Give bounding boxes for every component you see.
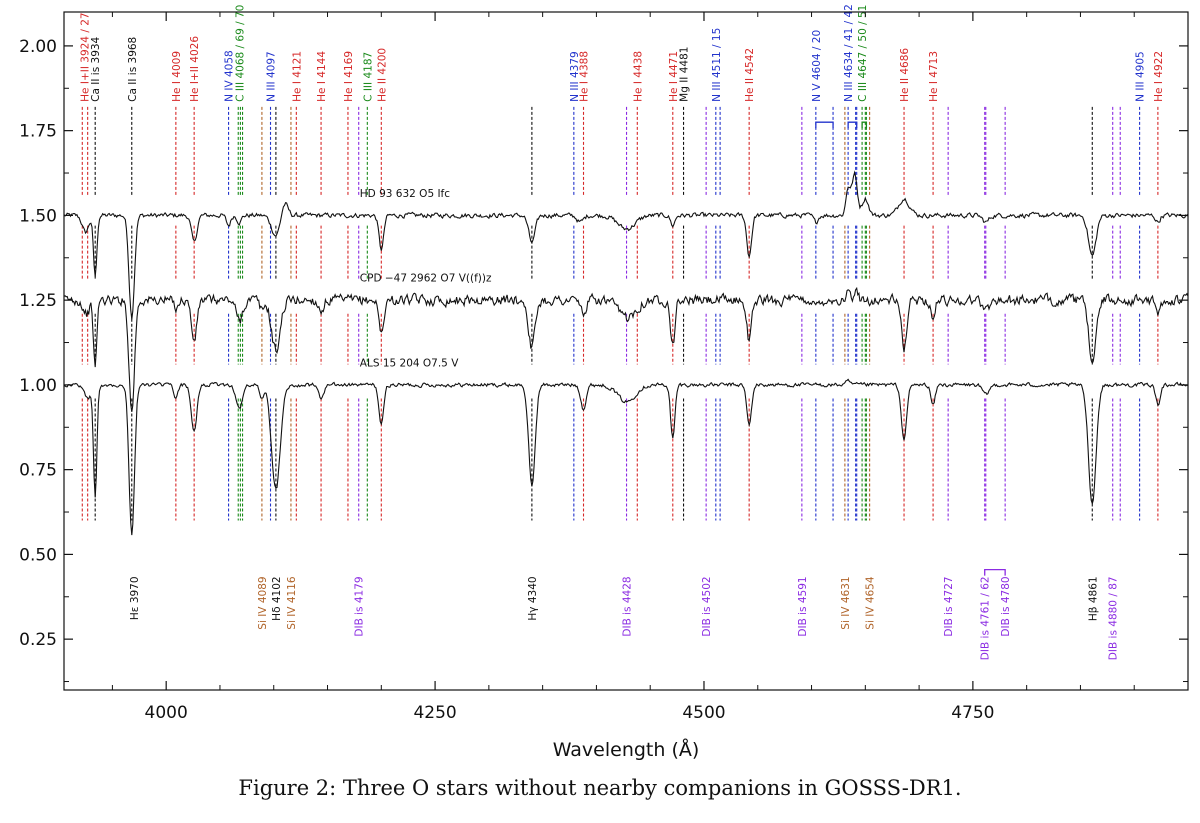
spectrum-line bbox=[63, 378, 1189, 536]
top-line-label: Ca II is 3968 bbox=[127, 37, 139, 102]
bottom-line-label: Si IV 4654 bbox=[865, 576, 877, 630]
top-line-label: N III 4379 bbox=[569, 51, 581, 102]
top-line-label: He I 4169 bbox=[343, 51, 355, 102]
bottom-line-label: Hδ 4102 bbox=[271, 576, 283, 620]
top-line-label: He II 4686 bbox=[899, 48, 911, 102]
top-line-label: He I 4713 bbox=[928, 51, 940, 102]
top-line-label: He I 4922 bbox=[1153, 51, 1165, 102]
bottom-line-label: DIB is 4727 bbox=[943, 576, 955, 636]
top-line-label: He I+II 3924 / 27 bbox=[79, 12, 91, 101]
top-line-label: He I 4009 bbox=[171, 51, 183, 102]
axis-layer: 4000 4250 4500 4750 0.25 0.50 0.75 1.00 1.25 1.50… bbox=[19, 12, 1189, 723]
top-line-label: Mg II 4481 bbox=[679, 47, 691, 102]
label-bracket bbox=[984, 569, 1006, 576]
top-line-label: He I 4388 bbox=[579, 51, 591, 102]
label-bracket bbox=[815, 121, 834, 129]
top-line-label: He I 4144 bbox=[316, 51, 328, 102]
top-line-label: N III 4511 / 15 bbox=[711, 28, 723, 102]
bottom-line-label: DIB is 4179 bbox=[354, 576, 366, 636]
star-label: CPD −47 2962 O7 V((f))z bbox=[360, 273, 492, 285]
y-tick-label: 0.25 bbox=[19, 630, 57, 650]
y-tick-label: 0.75 bbox=[19, 461, 57, 481]
bottom-line-label: DIB is 4502 bbox=[701, 576, 713, 636]
top-line-label: N III 4905 bbox=[1135, 51, 1147, 102]
top-line-label: C III 4068 / 69 / 70 bbox=[234, 5, 246, 102]
x-axis-title: Wavelength (Å) bbox=[553, 738, 700, 761]
top-line-label: N IV 4058 bbox=[224, 50, 236, 102]
bracket-layer bbox=[815, 121, 1006, 576]
star-label-layer: HD 93 632 O5 Ifc CPD −47 2962 O7 V((f))z A… bbox=[360, 188, 492, 370]
bottom-line-label: DIB is 4761 / 62 bbox=[980, 576, 992, 660]
top-line-label: N V 4604 / 20 bbox=[811, 30, 823, 102]
bottom-line-label: DIB is 4428 bbox=[622, 576, 634, 636]
label-bracket bbox=[861, 121, 868, 129]
top-line-label: He I+II 4026 bbox=[189, 36, 201, 102]
bottom-line-label: Si IV 4116 bbox=[286, 576, 298, 630]
bottom-line-label: Si IV 4089 bbox=[257, 576, 269, 629]
y-tick-label: 0.50 bbox=[19, 545, 57, 565]
x-tick-label: 4750 bbox=[951, 703, 994, 723]
bottom-line-label: Hβ 4861 bbox=[1087, 576, 1099, 621]
y-tick-label: 1.75 bbox=[19, 122, 57, 142]
line-marker-layer bbox=[81, 106, 1159, 521]
plot-frame bbox=[63, 11, 1189, 691]
top-line-label: He I 4438 bbox=[632, 51, 644, 102]
bottom-line-label: DIB is 4880 / 87 bbox=[1108, 576, 1120, 660]
star-label: HD 93 632 O5 Ifc bbox=[360, 188, 450, 200]
top-line-label: He I 4471 bbox=[668, 51, 680, 102]
top-line-label: He I 4121 bbox=[291, 51, 303, 102]
top-line-label: N III 4097 bbox=[266, 51, 278, 102]
spectrum-line bbox=[63, 170, 1189, 320]
bottom-line-label: DIB is 4591 bbox=[797, 576, 809, 636]
x-tick-label: 4500 bbox=[682, 703, 725, 723]
top-line-label: He II 4200 bbox=[376, 48, 388, 102]
top-line-label: He II 4542 bbox=[744, 48, 756, 102]
top-line-label: Ca II is 3934 bbox=[90, 36, 102, 101]
bottom-line-label: Si IV 4631 bbox=[840, 576, 852, 629]
y-tick-label: 1.25 bbox=[19, 291, 57, 311]
bottom-line-label: Hε 3970 bbox=[129, 576, 141, 620]
figure-caption: Figure 2: Three O stars without nearby c… bbox=[238, 776, 962, 800]
bottom-line-label: DIB is 4780 bbox=[1000, 576, 1012, 636]
y-tick-label: 2.00 bbox=[19, 37, 57, 57]
x-tick-label: 4000 bbox=[145, 703, 188, 723]
x-tick-label: 4250 bbox=[413, 703, 456, 723]
spectrum-line bbox=[63, 286, 1189, 412]
y-tick-label: 1.50 bbox=[19, 206, 57, 226]
top-line-label: C III 4187 bbox=[362, 52, 374, 102]
top-line-label: C III 4647 / 50 / 51 bbox=[857, 5, 869, 102]
label-bracket bbox=[847, 121, 858, 129]
y-tick-label: 1.00 bbox=[19, 376, 57, 396]
series-layer bbox=[63, 170, 1189, 536]
top-line-label: N III 4634 / 41 / 42 bbox=[843, 4, 855, 102]
bottom-line-label: Hγ 4340 bbox=[527, 576, 539, 620]
star-label: ALS 15 204 O7.5 V bbox=[360, 357, 459, 369]
